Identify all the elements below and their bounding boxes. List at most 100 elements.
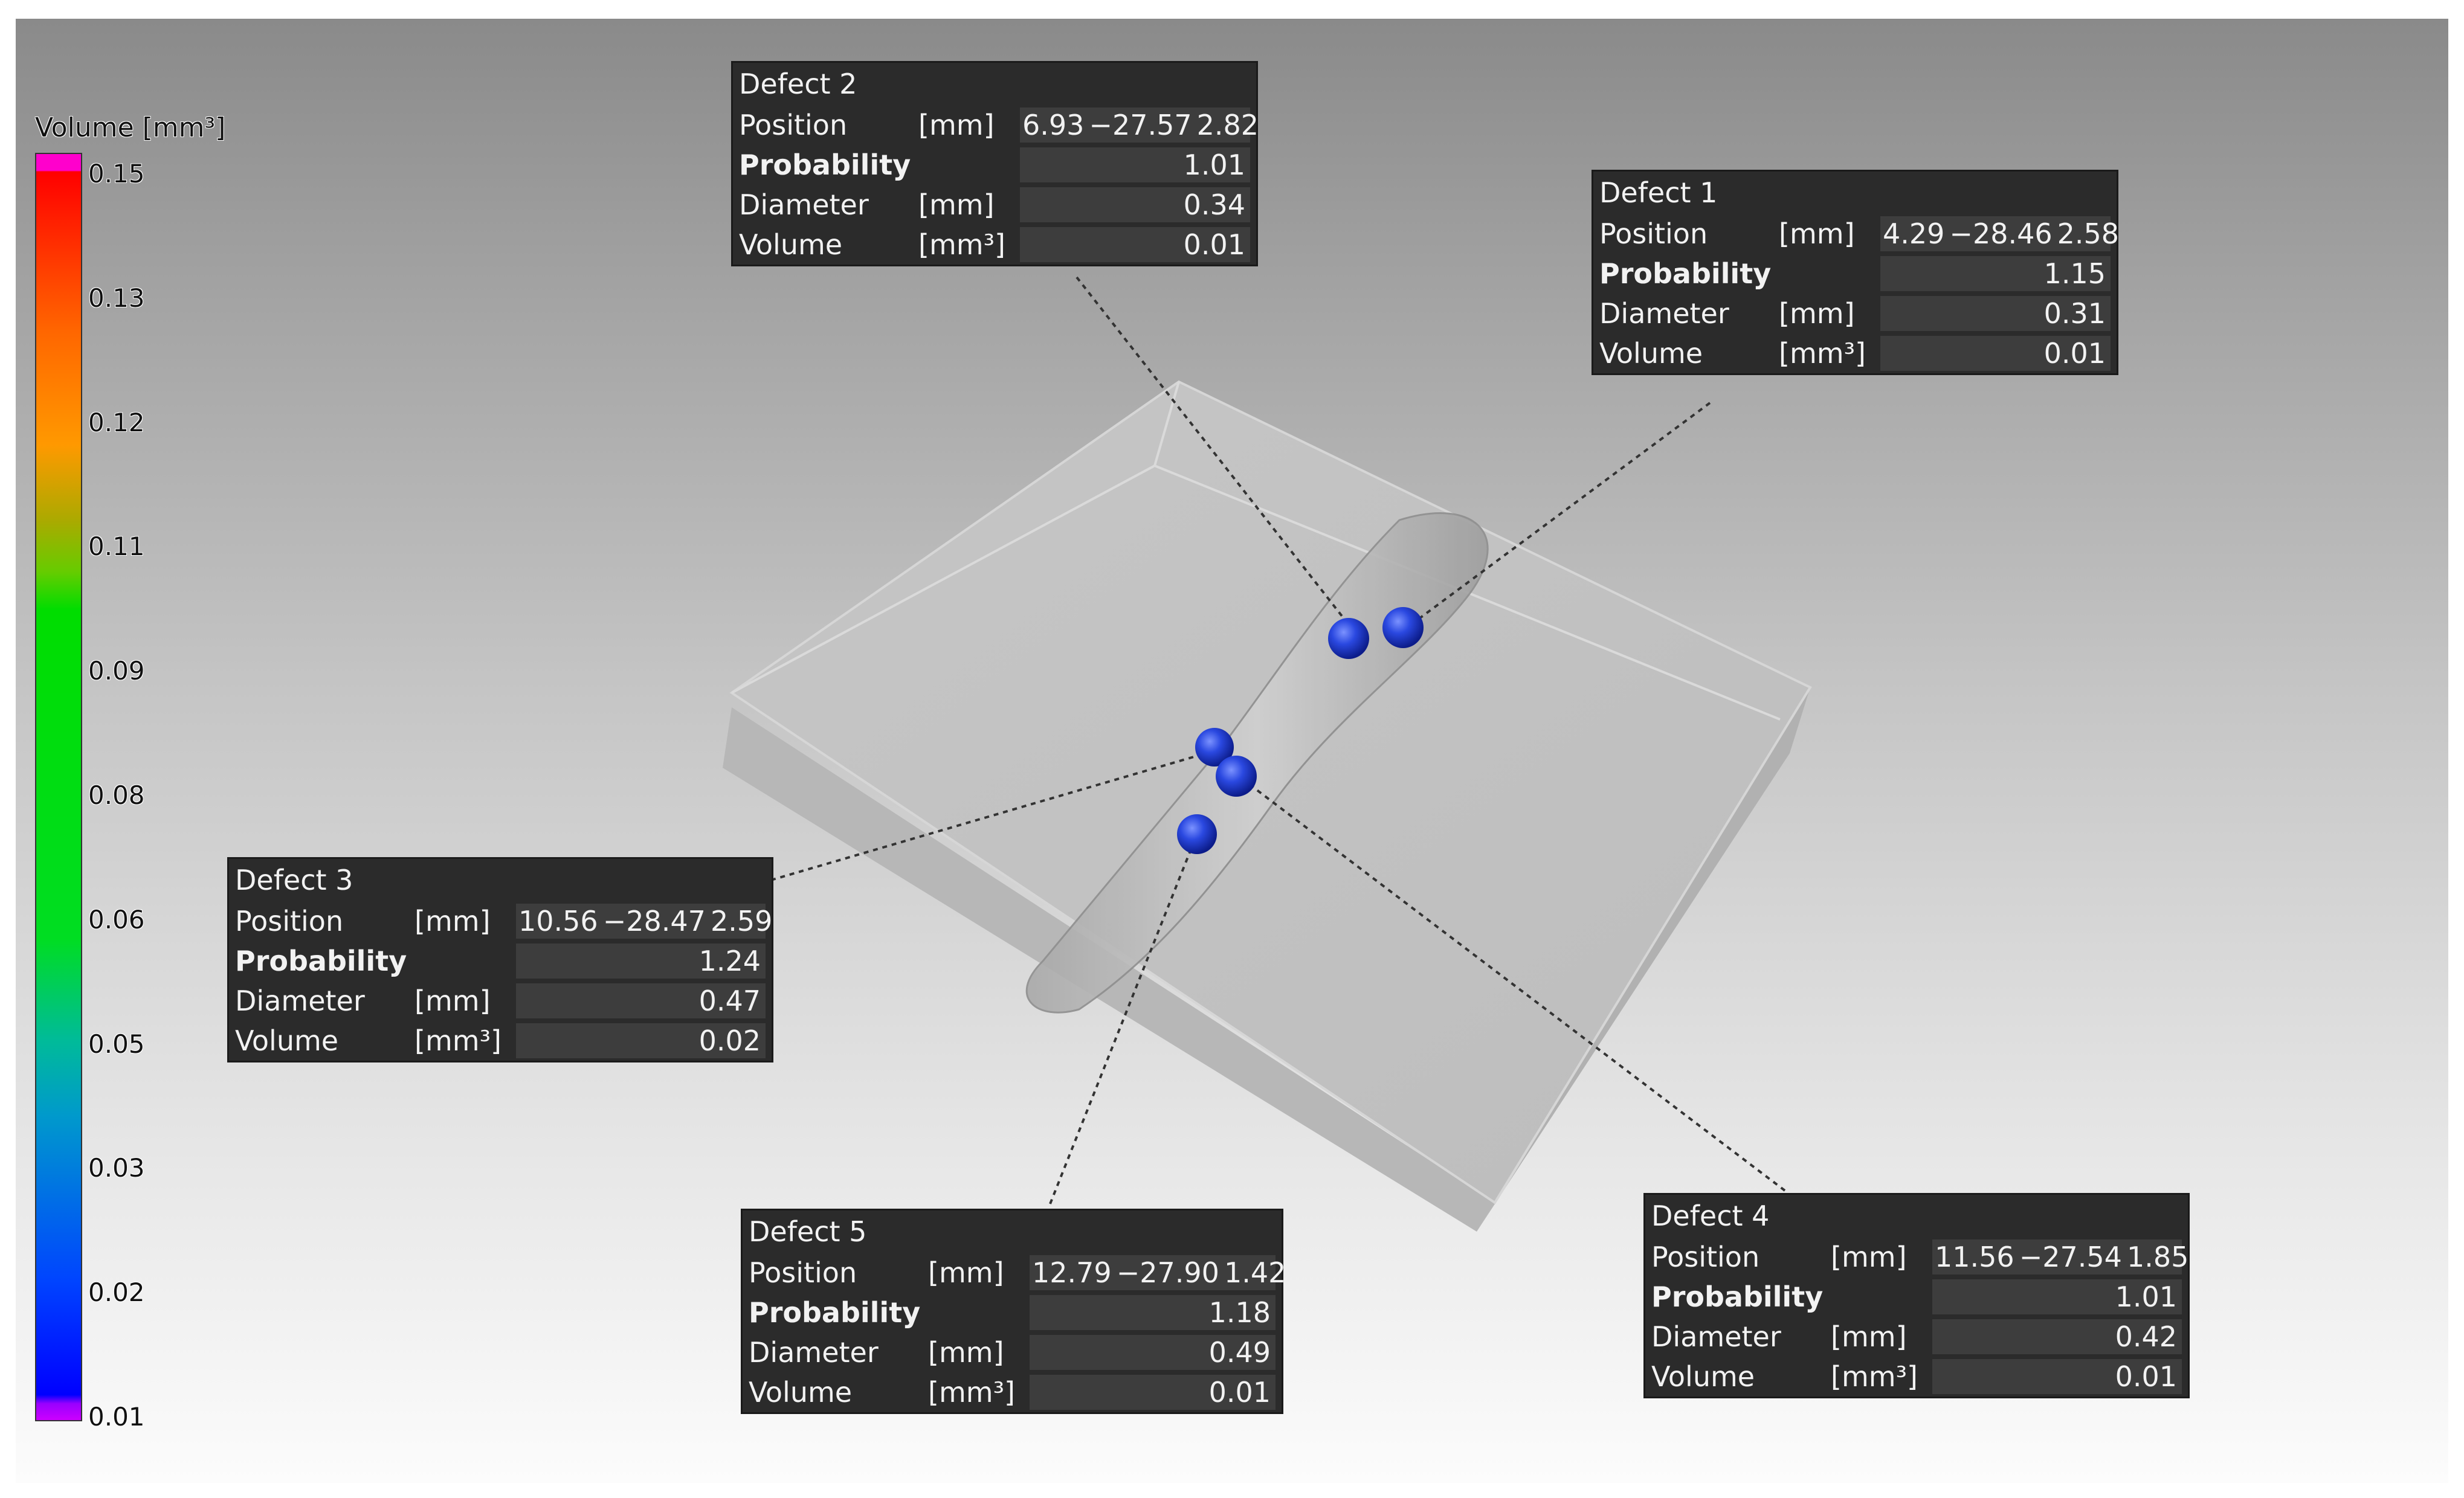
volume-value: 0.01 (1880, 336, 2111, 371)
position-x: 11.56 (1935, 1241, 2014, 1273)
position-label: Position (739, 109, 848, 141)
position-y: −28.47 (602, 905, 706, 937)
diameter-value: 0.31 (1880, 296, 2111, 331)
defect-4-marker[interactable] (1216, 756, 1257, 797)
volume-unit: [mm³] (1831, 1360, 1918, 1393)
position-unit: [mm] (1779, 217, 1855, 250)
position-x: 6.93 (1022, 109, 1085, 141)
position-label: Position (1651, 1241, 1760, 1273)
position-values: 11.56 −27.54 1.85 (1932, 1239, 2188, 1275)
position-values: 6.93 −27.57 2.82 (1020, 108, 1259, 143)
legend-tick: 0.09 (88, 656, 145, 686)
3d-viewport[interactable]: Volume [mm³] 0.15 0.13 0.12 0.11 0.09 0.… (16, 19, 2448, 1483)
position-values: 10.56 −28.47 2.59 (516, 904, 772, 939)
diameter-row: Diameter [mm] 0.49 (743, 1332, 1282, 1372)
diameter-row: Diameter [mm] 0.34 (733, 185, 1256, 225)
position-row: Position [mm] 10.56 −28.47 2.59 (229, 901, 772, 941)
panel-title: Defect 1 (1599, 176, 1718, 209)
position-row: Position [mm] 12.79 −27.90 1.42 (743, 1253, 1286, 1293)
probability-row: Probability 1.24 (229, 941, 772, 981)
position-unit: [mm] (1831, 1241, 1907, 1273)
legend-tick: 0.15 (88, 159, 145, 188)
diameter-row: Diameter [mm] 0.42 (1645, 1317, 2188, 1357)
position-y: −28.46 (1949, 217, 2053, 250)
volume-row: Volume [mm³] 0.01 (743, 1372, 1282, 1412)
defect-5-panel[interactable]: Defect 5 Position [mm] 12.79 −27.90 1.42… (741, 1209, 1286, 1414)
volume-label: Volume (1599, 337, 1703, 370)
diameter-unit: [mm] (1779, 297, 1855, 330)
position-z: 2.82 (1196, 109, 1259, 141)
position-z: 2.58 (2057, 217, 2120, 250)
diameter-label: Diameter (235, 985, 365, 1017)
diameter-unit: [mm] (928, 1336, 1004, 1369)
position-values: 12.79 −27.90 1.42 (1030, 1255, 1286, 1290)
volume-unit: [mm³] (1779, 337, 1866, 370)
position-values: 4.29 −28.46 2.58 (1880, 216, 2119, 251)
defect-5-marker[interactable] (1177, 814, 1217, 854)
probability-value: 1.18 (1030, 1295, 1276, 1330)
diameter-row: Diameter [mm] 0.31 (1593, 294, 2117, 333)
position-y: −27.54 (2019, 1241, 2122, 1273)
volume-value: 0.02 (516, 1023, 766, 1058)
legend-tick: 0.12 (88, 408, 145, 437)
defect-1-marker[interactable] (1382, 607, 1424, 648)
legend-title: Volume [mm³] (35, 112, 226, 143)
legend-tick: 0.01 (88, 1402, 145, 1432)
diameter-value: 0.47 (516, 983, 766, 1018)
volume-row: Volume [mm³] 0.01 (1645, 1357, 2188, 1397)
diameter-label: Diameter (1651, 1320, 1781, 1353)
position-unit: [mm] (928, 1256, 1004, 1289)
volume-value: 0.01 (1030, 1375, 1276, 1410)
diameter-unit: [mm] (414, 985, 491, 1017)
position-z: 1.42 (1224, 1256, 1286, 1289)
volume-label: Volume (749, 1376, 853, 1409)
legend-tick: 0.05 (88, 1029, 145, 1059)
probability-label: Probability (739, 149, 911, 181)
legend-tick: 0.11 (88, 532, 145, 561)
panel-title: Defect 2 (739, 68, 857, 100)
panel-title: Defect 5 (749, 1215, 867, 1248)
legend-tick: 0.08 (88, 780, 145, 810)
defect-4-panel[interactable]: Defect 4 Position [mm] 11.56 −27.54 1.85… (1643, 1193, 2190, 1398)
volume-value: 0.01 (1020, 227, 1250, 262)
panel-title: Defect 4 (1651, 1200, 1770, 1232)
defect-2-panel[interactable]: Defect 2 Position [mm] 6.93 −27.57 2.82 … (731, 61, 1259, 266)
volume-label: Volume (739, 228, 843, 261)
legend-color-bar (35, 153, 82, 1421)
volume-unit: [mm³] (918, 228, 1005, 261)
probability-row: Probability 1.18 (743, 1293, 1282, 1332)
legend-tick: 0.13 (88, 283, 145, 313)
probability-value: 1.01 (1932, 1279, 2182, 1314)
position-row: Position [mm] 6.93 −27.57 2.82 (733, 105, 1259, 145)
volume-value: 0.01 (1932, 1359, 2182, 1394)
specimen-inner-edge-2 (1153, 381, 1180, 466)
probability-label: Probability (1599, 257, 1772, 290)
volume-label: Volume (235, 1024, 339, 1057)
defect-3-panel[interactable]: Defect 3 Position [mm] 10.56 −28.47 2.59… (227, 857, 773, 1062)
diameter-label: Diameter (739, 188, 869, 221)
probability-value: 1.15 (1880, 256, 2111, 291)
position-unit: [mm] (918, 109, 995, 141)
diameter-label: Diameter (1599, 297, 1729, 330)
volume-row: Volume [mm³] 0.01 (733, 225, 1256, 265)
specimen-3d-view[interactable] (16, 19, 2448, 1483)
volume-label: Volume (1651, 1360, 1755, 1393)
diameter-value: 0.42 (1932, 1319, 2182, 1354)
position-label: Position (1599, 217, 1708, 250)
defect-3-marker[interactable] (1195, 728, 1234, 767)
diameter-unit: [mm] (918, 188, 995, 221)
position-y: −27.90 (1116, 1256, 1219, 1289)
defect-1-panel[interactable]: Defect 1 Position [mm] 4.29 −28.46 2.58 … (1592, 170, 2119, 375)
volume-unit: [mm³] (928, 1376, 1015, 1409)
position-unit: [mm] (414, 905, 491, 937)
defect-2-marker[interactable] (1328, 618, 1369, 659)
diameter-value: 0.49 (1030, 1335, 1276, 1370)
legend-tick: 0.02 (88, 1278, 145, 1307)
probability-label: Probability (235, 945, 407, 977)
probability-value: 1.24 (516, 943, 766, 979)
position-z: 2.59 (710, 905, 773, 937)
position-x: 4.29 (1883, 217, 1945, 250)
position-label: Position (235, 905, 344, 937)
panel-title: Defect 3 (235, 864, 353, 896)
position-row: Position [mm] 4.29 −28.46 2.58 (1593, 214, 2119, 254)
